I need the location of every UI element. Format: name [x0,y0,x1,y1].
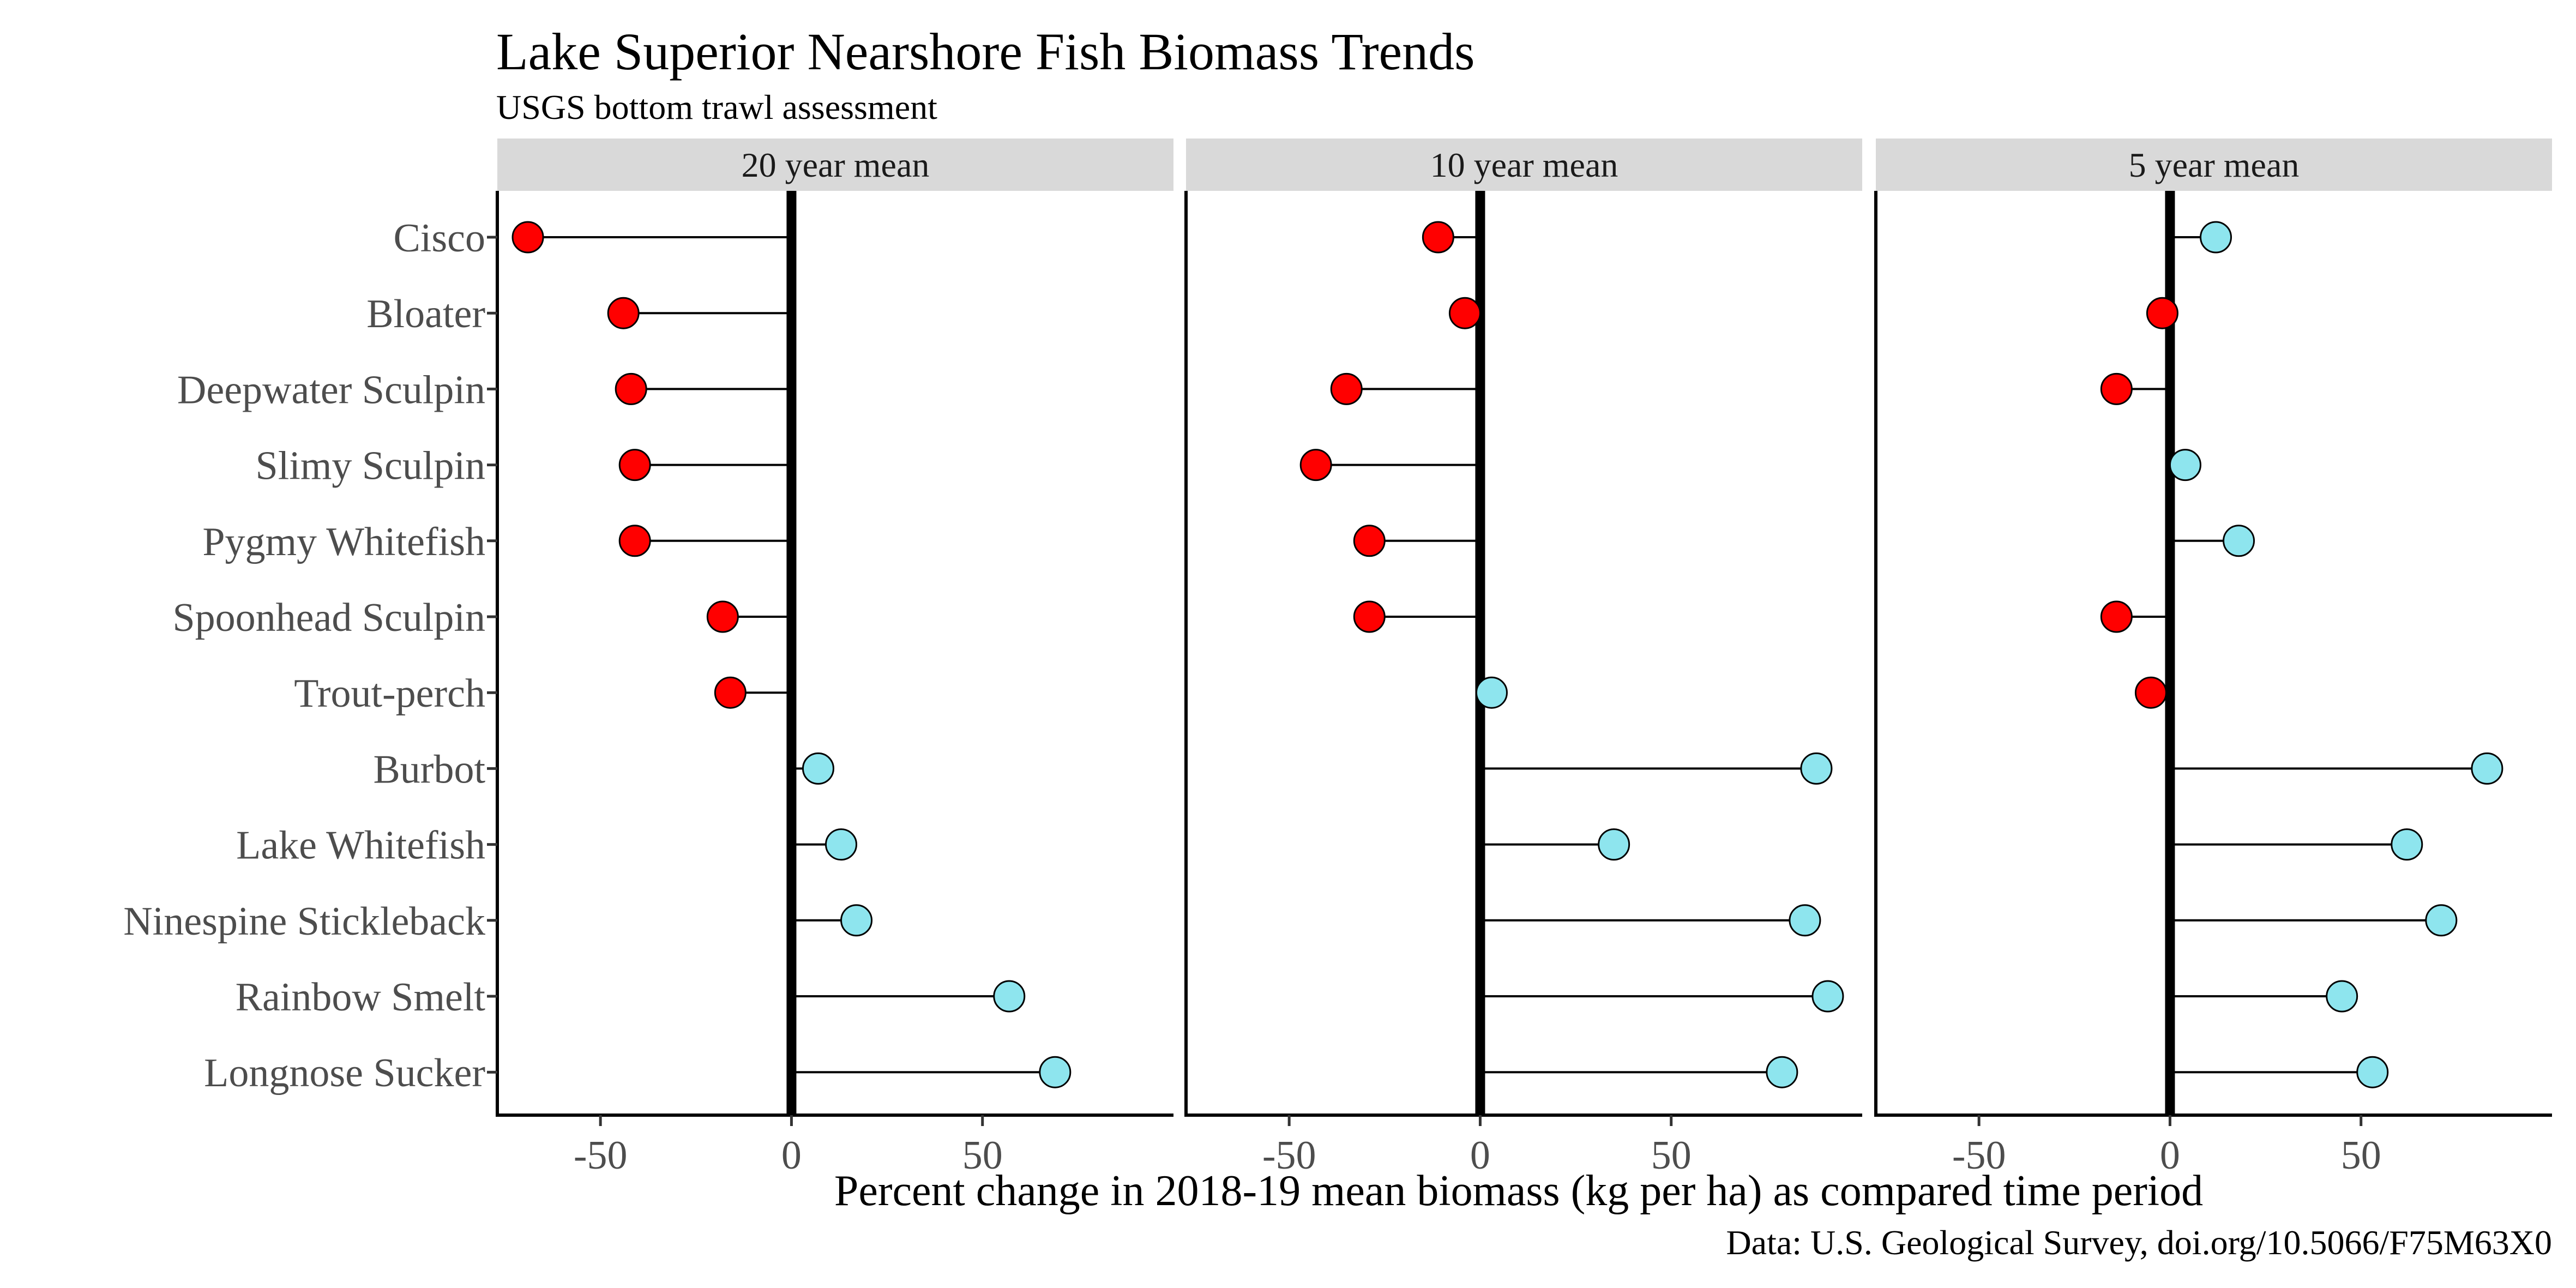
x-tick-label: -50 [574,1133,628,1178]
lollipop-point [2100,372,2133,405]
lollipop-point [2425,904,2458,937]
lollipop-point [607,297,640,329]
lollipop-point [1448,297,1481,329]
chart-subtitle: USGS bottom trawl assessment [496,88,937,127]
y-category-label: Cisco [393,216,485,261]
x-tick-label: 50 [2341,1133,2381,1178]
lollipop-point [1353,600,1386,633]
lollipop-point [2471,752,2503,785]
y-category-label: Slimy Sculpin [256,444,485,489]
lollipop-point [802,752,834,785]
lollipop-point [2356,1056,2389,1088]
x-axis-title: Percent change in 2018-19 mean biomass (… [834,1167,2203,1215]
x-tick-label: -50 [1952,1133,2006,1178]
lollipop-point [1353,525,1386,557]
panel: 10 year mean -50 0 50 [1184,139,1862,1178]
lollipop-point [2100,600,2133,633]
lollipop-point [2169,449,2201,482]
panel-strip-label: 10 year mean [1430,146,1618,184]
y-category-label: Deepwater Sculpin [177,368,485,412]
x-tick-label: 0 [1470,1133,1490,1178]
lollipop-point [1800,752,1833,785]
lollipop-point [2223,525,2255,557]
x-tick-label: 0 [781,1133,802,1178]
category-labels: Cisco Bloater Deepwater Sculpin Slimy Sculp… [123,216,497,1096]
lollipop-point [1039,1056,1072,1088]
panel: 20 year mean -50 0 50 [496,139,1173,1178]
lollipop-point [1475,676,1508,709]
lollipop-point [840,904,873,937]
panel-strip [1186,139,1862,191]
lollipop-point [2134,676,2167,709]
lollipop-point [714,676,747,709]
lollipop-point [1422,221,1454,254]
lollipop-point [2200,221,2232,254]
lollipop-point [1789,904,1821,937]
x-tick-label: -50 [1262,1133,1316,1178]
chart-title: Lake Superior Nearshore Fish Biomass Tre… [496,22,1475,81]
lollipop-point [1299,449,1332,482]
x-tick-label: 50 [1651,1133,1692,1178]
y-category-label: Longnose Sucker [204,1051,485,1096]
lollipop-point [993,980,1026,1013]
lollipop-point [706,600,739,633]
lollipop-point [615,372,647,405]
y-category-label: Burbot [373,747,485,792]
y-category-label: Ninespine Stickleback [123,899,485,944]
y-category-label: Bloater [366,292,485,336]
chart-caption: Data: U.S. Geological Survey, doi.org/10… [1726,1223,2552,1262]
panel: 5 year mean -50 0 50 [1874,139,2552,1178]
y-category-label: Pygmy Whitefish [202,520,485,564]
lollipop-point [2391,828,2423,861]
x-tick-label: 50 [962,1133,1003,1178]
lollipop-point [2326,980,2358,1013]
lollipop-point [825,828,858,861]
lollipop-point [618,525,651,557]
lollipop-point [2146,297,2178,329]
lollipop-point [1598,828,1630,861]
lollipop-point [1330,372,1363,405]
panel-strip [497,139,1173,191]
y-category-label: Rainbow Smelt [236,975,486,1020]
x-tick-label: 0 [2160,1133,2180,1178]
lollipop-point [1766,1056,1798,1088]
y-category-label: Trout-perch [294,671,485,716]
y-category-label: Lake Whitefish [236,823,485,868]
y-category-label: Spoonhead Sculpin [173,595,485,640]
lollipop-point [511,221,544,254]
panel-strip-label: 20 year mean [742,146,930,184]
panel-strip-label: 5 year mean [2129,146,2300,184]
panel-strip [1876,139,2552,191]
lollipop-point [618,449,651,482]
lollipop-point [1811,980,1844,1013]
